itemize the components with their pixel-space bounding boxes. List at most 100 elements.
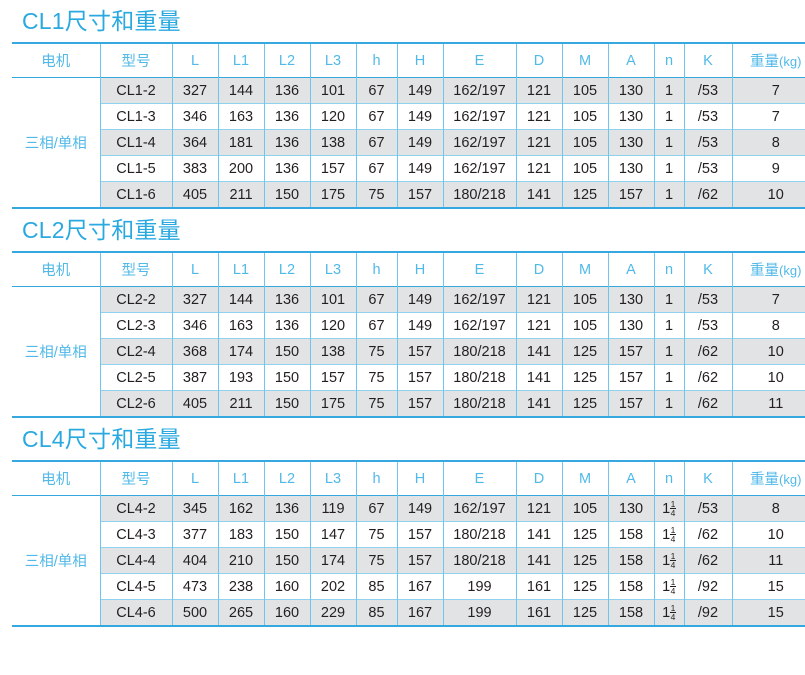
cell-K: /53 — [683, 312, 732, 339]
cell-H: 157 — [396, 181, 443, 208]
cell-D: 141 — [515, 547, 562, 574]
cell-A: 157 — [607, 338, 654, 365]
column-header: n — [653, 43, 684, 78]
cell-L2: 136 — [263, 77, 310, 104]
cell-L2: 136 — [263, 155, 310, 182]
cell-weight: 15 — [731, 573, 805, 600]
cell-L: 327 — [171, 286, 218, 313]
motor-type-cell: 三相/单相 — [12, 77, 100, 208]
column-header: L1 — [217, 461, 264, 496]
column-header: n — [653, 461, 684, 496]
cell-K: /92 — [683, 573, 732, 600]
table-row: CL4-5 473 238 160 202 85 167 199 161 125 158 1 1 4/92… — [12, 573, 805, 600]
cell-K: /53 — [683, 286, 732, 313]
cell-M: 125 — [561, 181, 608, 208]
cell-model: CL4-4 — [99, 547, 172, 574]
column-header: M — [561, 461, 608, 496]
cell-h: 75 — [355, 547, 397, 574]
section-title: CL4尺寸和重量 — [22, 426, 181, 452]
cell-M: 105 — [561, 129, 608, 156]
column-header: M — [561, 252, 608, 287]
cell-A: 157 — [607, 181, 654, 208]
cell-n: 1 — [653, 390, 684, 417]
cell-model: CL1-4 — [99, 129, 172, 156]
cell-E: 180/218 — [442, 181, 516, 208]
cell-H: 157 — [396, 521, 443, 548]
cell-h: 67 — [355, 286, 397, 313]
cell-L2: 150 — [263, 547, 310, 574]
cell-model: CL2-4 — [99, 338, 172, 365]
cell-n: 1 — [653, 286, 684, 313]
cell-h: 67 — [355, 77, 397, 104]
column-header: L3 — [309, 252, 356, 287]
cell-h: 75 — [355, 390, 397, 417]
column-header: L — [171, 43, 218, 78]
cell-n: 1 — [653, 338, 684, 365]
table-row: CL2-6 405 211 150 175 75 157 180/218 141 125 157 1/… — [12, 390, 805, 417]
table-row: CL4-4 404 210 150 174 75 157 180/218 141 125 158 1 1… — [12, 547, 805, 574]
cell-model: CL4-2 — [99, 495, 172, 522]
motor-type-cell: 三相/单相 — [12, 286, 100, 417]
cell-M: 105 — [561, 286, 608, 313]
cell-L1: 162 — [217, 495, 264, 522]
cell-model: CL1-6 — [99, 181, 172, 208]
cell-A: 157 — [607, 364, 654, 391]
column-header: L3 — [309, 43, 356, 78]
cell-model: CL4-5 — [99, 573, 172, 600]
cell-K: /62 — [683, 364, 732, 391]
column-header: H — [396, 43, 443, 78]
cell-D: 121 — [515, 77, 562, 104]
column-header: h — [355, 461, 397, 496]
cell-M: 105 — [561, 103, 608, 130]
cell-n: 1 — [653, 103, 684, 130]
cell-weight: 8 — [731, 129, 805, 156]
column-header: h — [355, 43, 397, 78]
cell-L3: 138 — [309, 338, 356, 365]
cell-M: 125 — [561, 338, 608, 365]
cell-K: /92 — [683, 599, 732, 626]
cell-L: 377 — [171, 521, 218, 548]
cell-L3: 229 — [309, 599, 356, 626]
cell-n: 1 — [653, 312, 684, 339]
cell-h: 67 — [355, 495, 397, 522]
cell-L: 368 — [171, 338, 218, 365]
table-row: CL1-3 346 163 136 120 67 149 162/197 121 105 130 1/… — [12, 103, 805, 130]
column-header: D — [515, 43, 562, 78]
cell-K: /53 — [683, 129, 732, 156]
column-header: L2 — [263, 252, 310, 287]
cell-E: 180/218 — [442, 521, 516, 548]
cell-M: 105 — [561, 312, 608, 339]
column-header: 重量(kg) — [731, 461, 805, 496]
cell-L1: 163 — [217, 312, 264, 339]
cell-H: 167 — [396, 599, 443, 626]
cell-K: /62 — [683, 547, 732, 574]
column-header: E — [442, 252, 516, 287]
cell-L2: 136 — [263, 286, 310, 313]
cell-L1: 265 — [217, 599, 264, 626]
table-row: CL4-3 377 183 150 147 75 157 180/218 141 125 158 1 1… — [12, 521, 805, 548]
cell-D: 121 — [515, 155, 562, 182]
cell-H: 157 — [396, 547, 443, 574]
cell-h: 75 — [355, 181, 397, 208]
motor-type-cell: 三相/单相 — [12, 495, 100, 626]
cell-model: CL4-6 — [99, 599, 172, 626]
table-row: CL4-6 500 265 160 229 85 167 199 161 125 158 1 1 4/92… — [12, 599, 805, 626]
cell-L1: 163 — [217, 103, 264, 130]
cell-L3: 101 — [309, 286, 356, 313]
cell-L3: 157 — [309, 364, 356, 391]
cell-model: CL1-2 — [99, 77, 172, 104]
cell-K: /53 — [683, 103, 732, 130]
cell-D: 141 — [515, 181, 562, 208]
cell-L1: 210 — [217, 547, 264, 574]
cell-H: 157 — [396, 390, 443, 417]
table-row: CL1-4 364 181 136 138 67 149 162/197 121 105 130 1/… — [12, 129, 805, 156]
cell-L1: 183 — [217, 521, 264, 548]
cell-H: 149 — [396, 312, 443, 339]
table-row: 三相/单相 CL1-2 327 144 136 101 67 149 162/197 121 105… — [12, 77, 805, 208]
cell-M: 125 — [561, 599, 608, 626]
cell-n: 1 — [653, 155, 684, 182]
